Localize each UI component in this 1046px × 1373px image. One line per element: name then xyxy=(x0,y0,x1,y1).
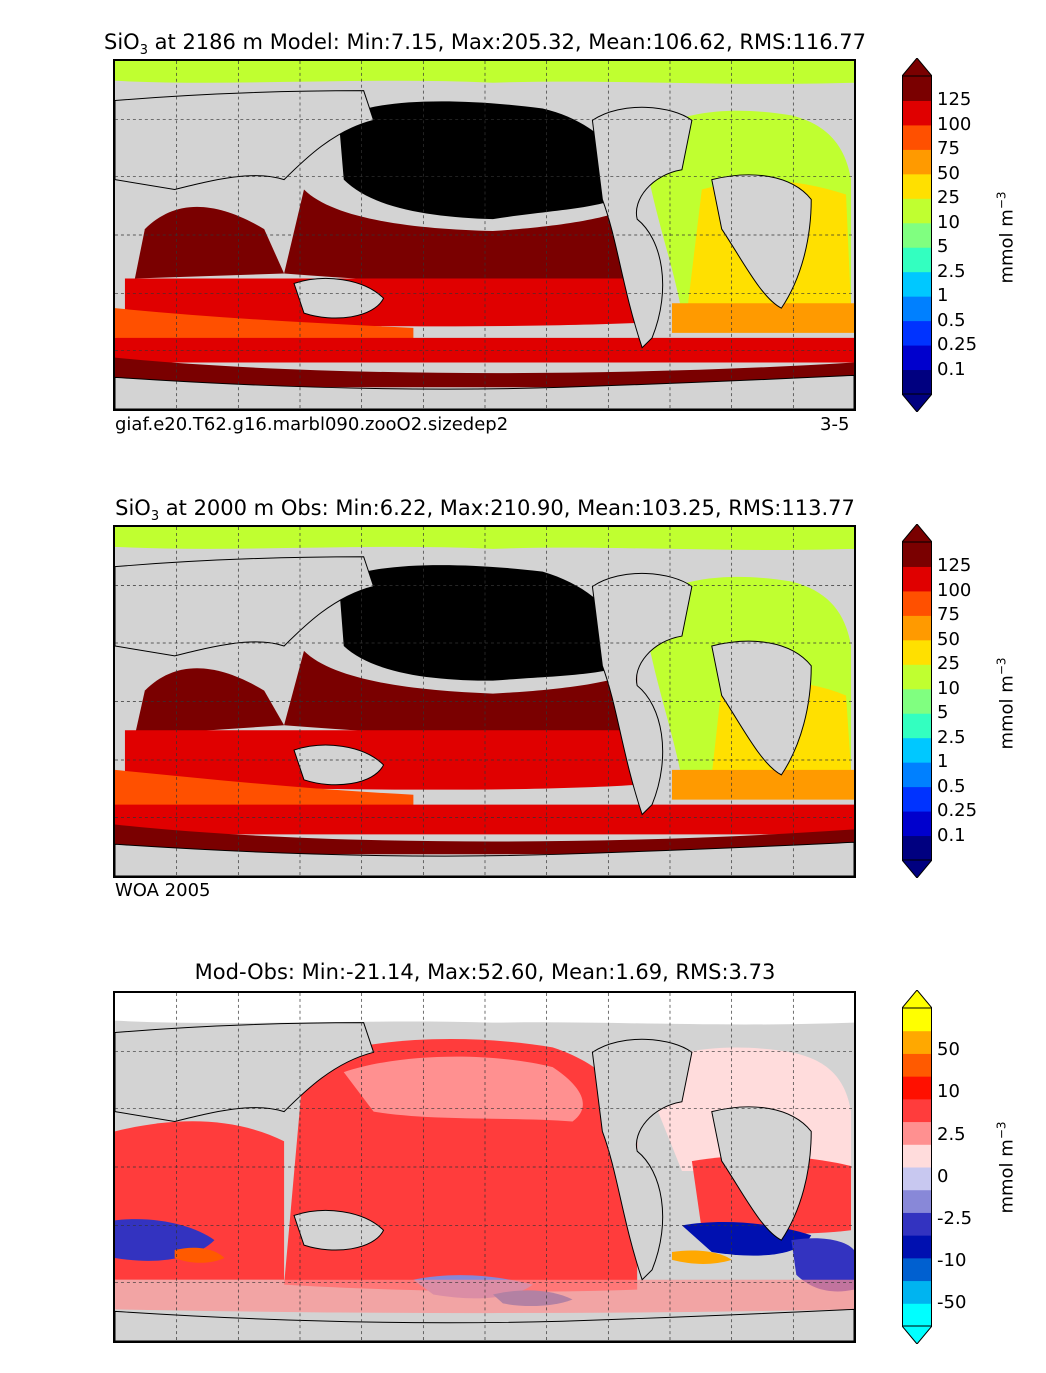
colorbar-segment xyxy=(902,1212,932,1236)
colorbar-segment xyxy=(902,590,932,616)
panel-1-model-map xyxy=(113,59,856,411)
colorbar-tick-label: 10 xyxy=(937,677,960,699)
panel-1-colorbar-unit: mmol m−3 xyxy=(994,191,1018,284)
colorbar-tick-label: -50 xyxy=(937,1292,967,1314)
panel-1-caption-left: giaf.e20.T62.g16.marbl090.zooO2.sizedep2 xyxy=(115,414,509,435)
colorbar-tick-label: 5 xyxy=(937,236,949,258)
panel-1-colorbar-svg xyxy=(902,58,932,412)
colorbar-segment xyxy=(902,369,932,395)
panel-2-obs-map xyxy=(113,525,856,878)
colorbar-segment xyxy=(902,1008,932,1032)
colorbar-tick-label: 1 xyxy=(937,285,949,307)
colorbar-segment xyxy=(902,100,932,126)
colorbar-segment xyxy=(902,222,932,248)
colorbar-segment xyxy=(902,1076,932,1100)
colorbar-segment xyxy=(902,713,932,739)
colorbar-tick-label: 0.25 xyxy=(937,334,978,356)
colorbar-extend-low xyxy=(902,393,932,412)
colorbar-segment xyxy=(902,76,932,101)
colorbar-tick-label: 50 xyxy=(937,162,960,184)
panel-2-colorbar-svg xyxy=(902,524,932,878)
colorbar-segment xyxy=(902,566,932,592)
colorbar-extend-high xyxy=(902,58,932,77)
colorbar-tick-label: 75 xyxy=(937,604,960,626)
colorbar-segment xyxy=(902,1144,932,1168)
panel-3-colorbar-svg xyxy=(902,990,932,1344)
colorbar-tick-label: 100 xyxy=(937,113,972,135)
colorbar-segment xyxy=(902,296,932,322)
panel-2-title: SiO3 at 2000 m Obs: Min:6.22, Max:210.90… xyxy=(115,496,855,525)
colorbar-tick-label: 2.5 xyxy=(937,1123,966,1145)
colorbar-segment xyxy=(902,688,932,714)
colorbar-tick-label: 10 xyxy=(937,1081,960,1103)
colorbar-segment xyxy=(902,542,932,567)
colorbar-segment xyxy=(902,1189,932,1213)
colorbar-tick-label: 75 xyxy=(937,138,960,160)
colorbar-segment xyxy=(902,173,932,199)
colorbar-segment xyxy=(902,639,932,665)
colorbar-segment xyxy=(902,271,932,297)
colorbar-tick-label: 25 xyxy=(937,187,960,209)
colorbar-segment xyxy=(902,198,932,224)
colorbar-extend-high xyxy=(902,524,932,543)
colorbar-tick-label: 0.1 xyxy=(937,824,966,846)
colorbar-segment xyxy=(902,1303,932,1327)
colorbar-tick-label: 2.5 xyxy=(937,260,966,282)
colorbar-segment xyxy=(902,1257,932,1282)
panel-2-colorbar xyxy=(902,524,932,878)
colorbar-tick-label: -10 xyxy=(937,1250,967,1272)
colorbar-outline xyxy=(902,75,932,395)
colorbar-tick-label: 2.5 xyxy=(937,726,966,748)
colorbar-segment xyxy=(902,320,932,346)
colorbar-tick-label: 100 xyxy=(937,579,972,601)
colorbar-segment xyxy=(902,345,932,371)
colorbar-segment xyxy=(902,1235,932,1259)
panel-1-colorbar xyxy=(902,58,932,412)
colorbar-segment xyxy=(902,615,932,641)
colorbar-segment xyxy=(902,786,932,812)
panel-1-title: SiO3 at 2186 m Model: Min:7.15, Max:205.… xyxy=(104,30,866,59)
colorbar-segment xyxy=(902,1280,932,1304)
panel-3-title: Mod-Obs: Min:-21.14, Max:52.60, Mean:1.6… xyxy=(194,960,776,984)
colorbar-tick-label: 50 xyxy=(937,1039,960,1061)
colorbar-segment xyxy=(902,1167,932,1191)
colorbar-segment xyxy=(902,762,932,788)
panel-1-caption-right: 3-5 xyxy=(820,414,850,435)
colorbar-segment xyxy=(902,835,932,861)
colorbar-segment xyxy=(902,811,932,837)
colorbar-outline xyxy=(902,1007,932,1327)
colorbar-tick-label: 0.1 xyxy=(937,358,966,380)
colorbar-tick-label: 0 xyxy=(937,1165,949,1187)
colorbar-segment xyxy=(902,247,932,273)
colorbar-segment xyxy=(902,1121,932,1145)
panel-2-colorbar-unit: mmol m−3 xyxy=(994,657,1018,750)
colorbar-segment xyxy=(902,664,932,690)
colorbar-tick-label: 10 xyxy=(937,211,960,233)
colorbar-segment xyxy=(902,149,932,175)
colorbar-tick-label: 25 xyxy=(937,653,960,675)
colorbar-outline xyxy=(902,541,932,861)
colorbar-segment xyxy=(902,1053,932,1077)
colorbar-tick-label: 125 xyxy=(937,555,972,577)
colorbar-tick-label: 0.5 xyxy=(937,775,966,797)
colorbar-extend-high xyxy=(902,990,932,1009)
colorbar-tick-label: 125 xyxy=(937,89,972,111)
panel-2-caption-left: WOA 2005 xyxy=(115,880,211,901)
colorbar-extend-low xyxy=(902,859,932,878)
colorbar-tick-label: -2.5 xyxy=(937,1207,973,1229)
colorbar-segment xyxy=(902,124,932,150)
panel-3-colorbar-unit: mmol m−3 xyxy=(994,1121,1018,1214)
colorbar-segment xyxy=(902,1098,932,1123)
panel-3-colorbar xyxy=(902,990,932,1344)
colorbar-tick-label: 1 xyxy=(937,751,949,773)
colorbar-extend-low xyxy=(902,1325,932,1344)
colorbar-tick-label: 0.5 xyxy=(937,309,966,331)
colorbar-tick-label: 5 xyxy=(937,702,949,724)
panel-3-difference-map xyxy=(113,991,856,1343)
colorbar-segment xyxy=(902,1030,932,1054)
colorbar-tick-label: 50 xyxy=(937,628,960,650)
colorbar-segment xyxy=(902,737,932,763)
colorbar-tick-label: 0.25 xyxy=(937,800,978,822)
